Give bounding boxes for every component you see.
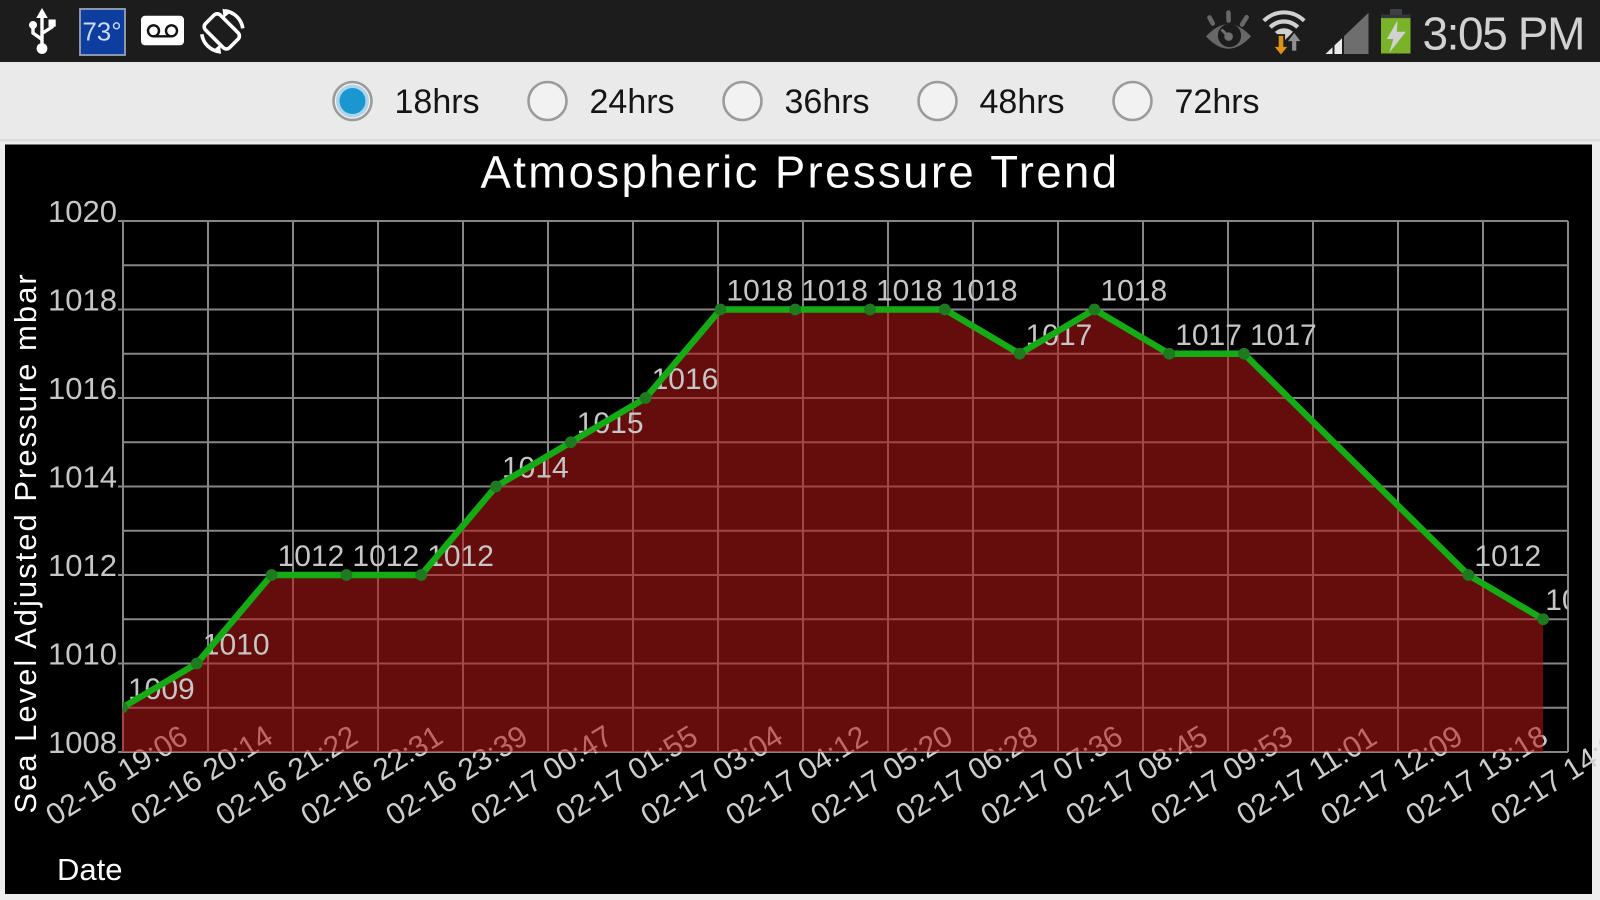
svg-text:1011: 1011 [1545, 584, 1600, 617]
svg-text:1018: 1018 [876, 275, 943, 308]
svg-text:1008: 1008 [48, 725, 117, 760]
svg-text:1018: 1018 [951, 275, 1018, 308]
svg-text:1018: 1018 [801, 275, 868, 308]
svg-text:1012: 1012 [1474, 540, 1541, 573]
svg-text:Date: Date [57, 852, 122, 887]
svg-text:36hrs: 36hrs [785, 83, 870, 121]
svg-text:1018: 1018 [1100, 275, 1167, 308]
svg-text:3:05 PM: 3:05 PM [1422, 8, 1584, 60]
svg-text:Atmospheric Pressure Trend: Atmospheric Pressure Trend [481, 147, 1120, 198]
svg-text:1017: 1017 [1250, 319, 1317, 352]
svg-text:Sea Level Adjusted Pressure mb: Sea Level Adjusted Pressure mbar [8, 272, 43, 813]
svg-text:48hrs: 48hrs [980, 83, 1065, 121]
svg-text:1020: 1020 [48, 194, 117, 229]
svg-text:1018: 1018 [726, 275, 793, 308]
svg-text:24hrs: 24hrs [590, 83, 675, 121]
svg-text:1017: 1017 [1175, 319, 1242, 352]
svg-text:18hrs: 18hrs [395, 83, 480, 121]
svg-text:1012: 1012 [48, 548, 117, 583]
svg-text:1018: 1018 [48, 283, 117, 318]
svg-text:1012: 1012 [352, 540, 419, 573]
svg-text:1012: 1012 [278, 540, 345, 573]
svg-text:1010: 1010 [48, 637, 117, 672]
svg-text:1014: 1014 [48, 460, 117, 495]
svg-text:1016: 1016 [48, 371, 117, 406]
svg-text:73°: 73° [82, 17, 121, 47]
svg-text:72hrs: 72hrs [1175, 83, 1260, 121]
